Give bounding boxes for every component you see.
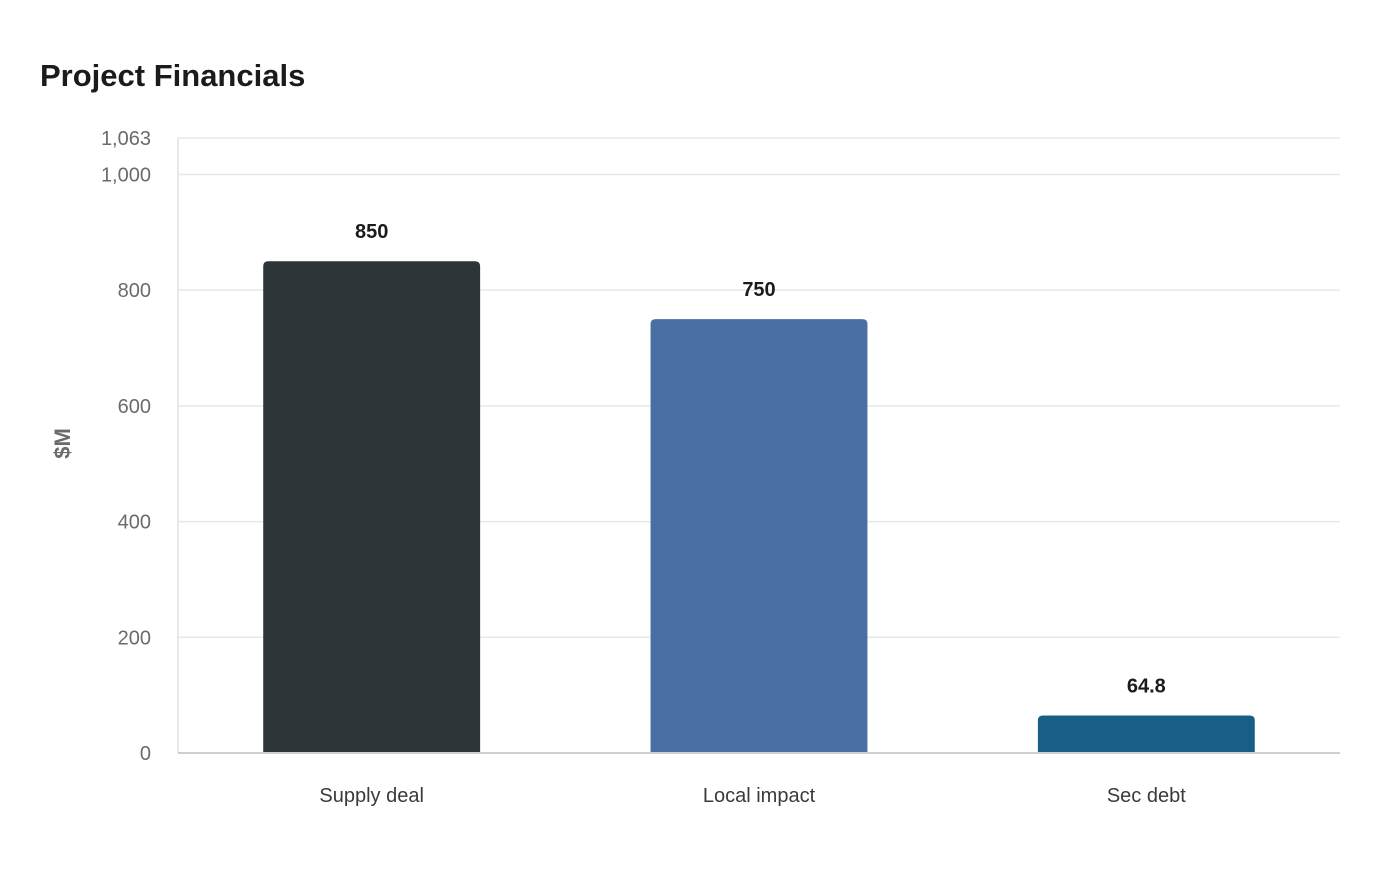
- bar-supply-deal: [263, 261, 481, 753]
- y-tick-label: 0: [140, 743, 151, 765]
- bars: [263, 261, 1255, 753]
- x-tick-label: Supply deal: [319, 785, 424, 807]
- y-tick-label: 1,063: [101, 128, 151, 150]
- y-tick-label: 800: [118, 280, 151, 302]
- x-axis: Supply deal Local impact Sec debt: [178, 752, 1340, 807]
- chart-title: Project Financials: [40, 58, 306, 93]
- data-labels: 850 750 64.8: [355, 221, 1166, 697]
- bar-local-impact: [650, 319, 868, 753]
- y-tick-label: 200: [118, 627, 151, 649]
- data-label: 750: [742, 279, 775, 301]
- y-tick-label: 600: [118, 396, 151, 418]
- bar-sec-debt: [1037, 715, 1255, 753]
- y-axis: 0 200 400 600 800 1,000 1,063: [101, 128, 179, 765]
- y-axis-title: $M: [50, 428, 75, 459]
- data-label: 850: [355, 221, 388, 243]
- y-tick-label: 1,000: [101, 164, 151, 186]
- y-tick-label: 400: [118, 512, 151, 534]
- x-tick-label: Local impact: [703, 785, 816, 807]
- data-label: 64.8: [1127, 676, 1166, 698]
- x-tick-label: Sec debt: [1107, 785, 1186, 807]
